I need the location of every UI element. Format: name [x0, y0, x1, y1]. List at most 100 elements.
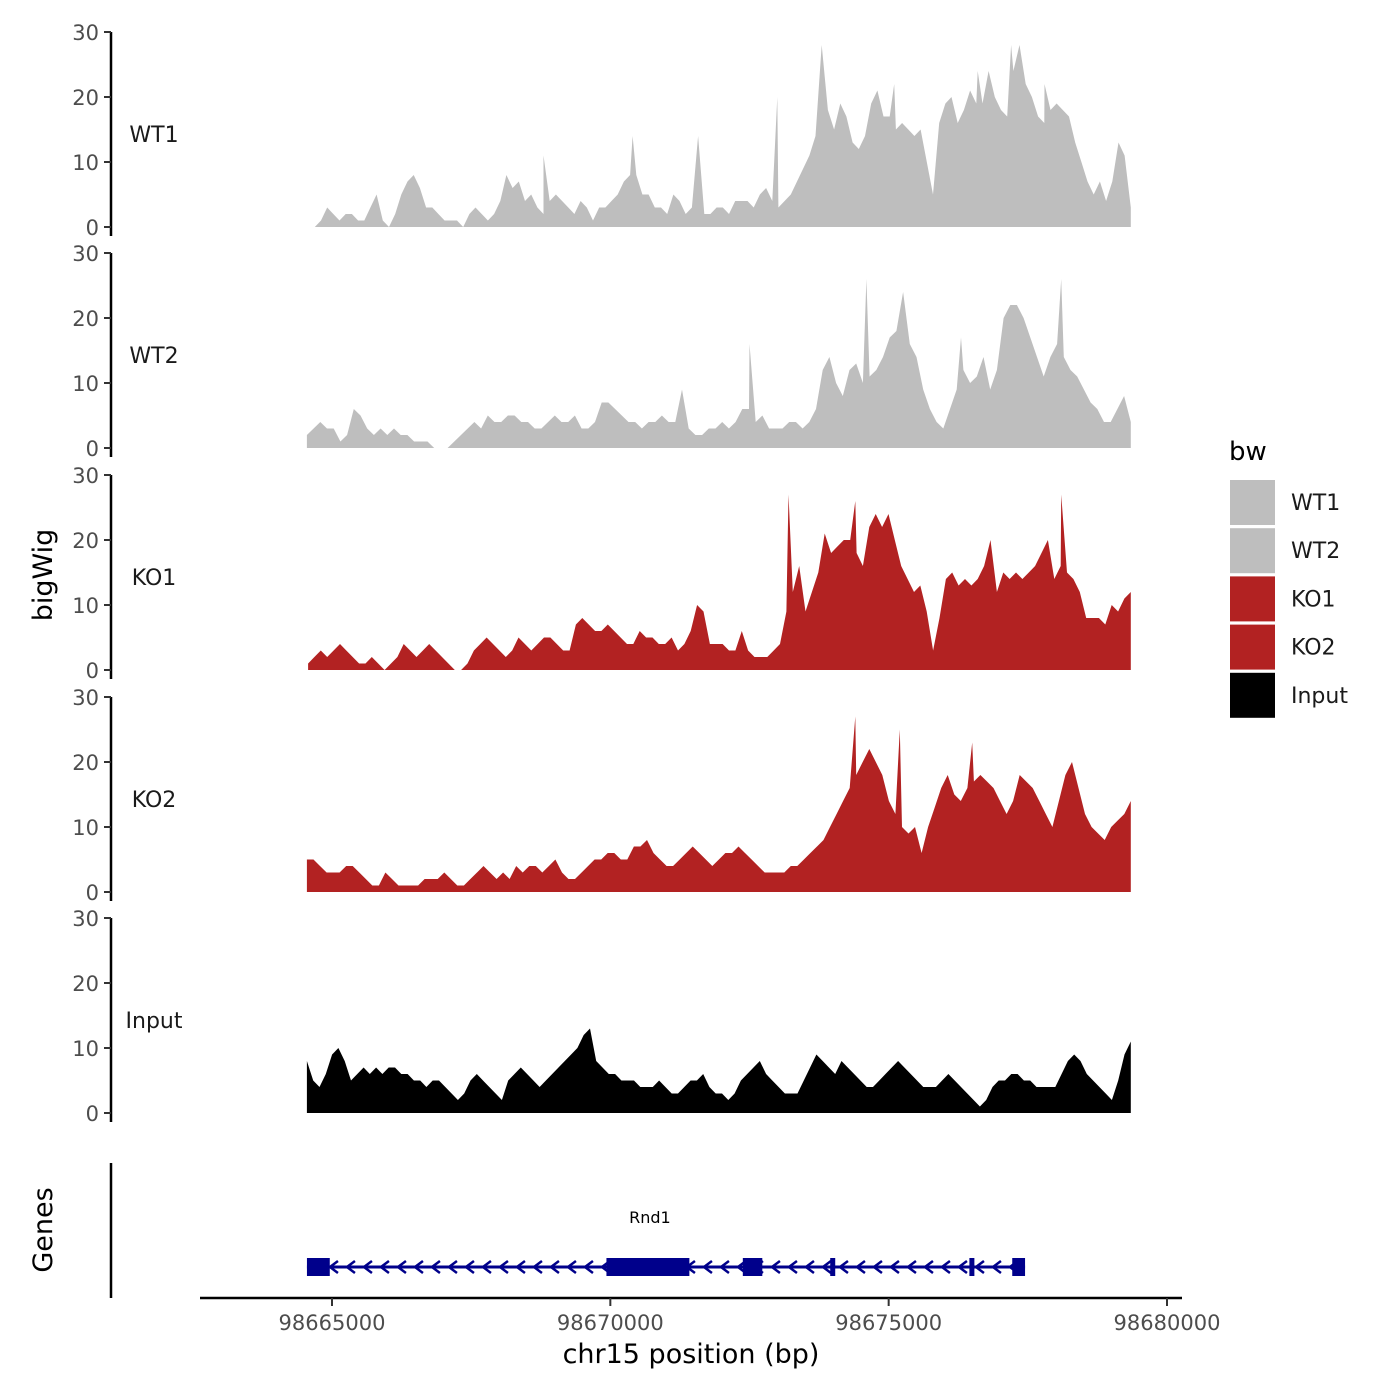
- y-tick-label: 0: [86, 881, 99, 905]
- strand-arrow: [718, 1260, 730, 1274]
- strand-arrow: [905, 1260, 917, 1274]
- strand-arrow: [854, 1260, 866, 1274]
- strand-arrow: [497, 1260, 509, 1274]
- strand-arrow: [395, 1260, 407, 1274]
- strand-arrow: [378, 1260, 390, 1274]
- strand-arrow: [548, 1260, 560, 1274]
- legend-title: bw: [1229, 437, 1267, 467]
- panel-ko2: 0 10 20 30 KO2: [72, 686, 1131, 905]
- gene-label-rnd1: Rnd1: [629, 1208, 671, 1227]
- legend-label-ko2: KO2: [1291, 636, 1336, 661]
- y-tick-label: 0: [86, 659, 99, 683]
- y-tick-label: 10: [72, 594, 99, 618]
- y-tick-label: 10: [72, 151, 99, 175]
- legend: bw WT1 WT2 KO1 KO2 Input: [1229, 437, 1348, 718]
- strand-arrow: [531, 1260, 543, 1274]
- legend-swatch-wt1: [1230, 480, 1275, 525]
- coverage-area-input: [306, 1028, 1131, 1113]
- legend-label-input: Input: [1291, 684, 1348, 709]
- panel-label-wt2: WT2: [129, 344, 178, 369]
- panel-label-ko1: KO1: [132, 566, 177, 591]
- x-tick-label: 98680000: [1114, 1311, 1221, 1335]
- strand-arrow: [888, 1260, 900, 1274]
- strand-arrow: [922, 1260, 934, 1274]
- strand-arrow: [939, 1260, 951, 1274]
- strand-arrow: [820, 1260, 832, 1274]
- y-tick-label: 0: [86, 1102, 99, 1126]
- legend-item-ko1: KO1: [1230, 576, 1336, 622]
- coverage-area-ko1: [308, 494, 1131, 670]
- strand-arrow: [701, 1260, 713, 1274]
- strand-arrow: [429, 1260, 441, 1274]
- gene-rnd1: Rnd1: [306, 1208, 1026, 1276]
- gene-exon: [742, 1258, 763, 1276]
- x-tick-label: 98675000: [835, 1311, 942, 1335]
- strand-arrow: [361, 1260, 373, 1274]
- strand-arrow: [803, 1260, 815, 1274]
- strand-arrow: [956, 1260, 968, 1274]
- gene-exon: [606, 1258, 690, 1276]
- y-tick-label: 20: [72, 972, 99, 996]
- coverage-panels: 0 10 20 30 WT1 0 10 20 30 WT2 0 10 20 30 KO1 0 10 20 30 KO2…: [72, 21, 1131, 1126]
- legend-item-wt1: WT1: [1230, 480, 1340, 525]
- gene-models: Rnd1: [306, 1208, 1026, 1276]
- gene-exon: [969, 1258, 975, 1276]
- x-axis-ticks: 98665000 98670000 98675000 98680000: [279, 1298, 1221, 1335]
- genes-panel: Rnd1: [109, 1163, 1026, 1298]
- legend-swatch-wt2: [1230, 528, 1275, 574]
- panel-label-ko2: KO2: [132, 788, 177, 813]
- gene-exon: [306, 1258, 330, 1276]
- legend-item-wt2: WT2: [1230, 528, 1340, 574]
- y-tick-label: 30: [72, 686, 99, 710]
- strand-arrow: [514, 1260, 526, 1274]
- y-tick-label: 30: [72, 21, 99, 45]
- legend-swatch-input: [1230, 672, 1275, 718]
- strand-arrow: [327, 1260, 339, 1274]
- y-tick-label: 0: [86, 216, 99, 240]
- strand-arrow: [480, 1260, 492, 1274]
- strand-arrow: [565, 1260, 577, 1274]
- strand-arrow: [412, 1260, 424, 1274]
- coverage-area-wt1: [308, 45, 1131, 227]
- x-axis: 98665000 98670000 98675000 98680000 chr15 p…: [200, 1296, 1221, 1370]
- legend-item-ko2: KO2: [1230, 624, 1336, 670]
- gene-exon: [1012, 1258, 1026, 1276]
- legend-label-wt2: WT2: [1291, 539, 1340, 564]
- y-tick-label: 20: [72, 86, 99, 110]
- y-tick-label: 0: [86, 437, 99, 461]
- strand-arrow: [769, 1260, 781, 1274]
- strand-arrow: [837, 1260, 849, 1274]
- strand-arrow: [344, 1260, 356, 1274]
- legend-label-wt1: WT1: [1291, 491, 1340, 516]
- y-axis-title: bigWig: [28, 529, 59, 622]
- strand-arrow: [973, 1260, 985, 1274]
- coverage-area-wt2: [306, 279, 1131, 448]
- legend-swatch-ko1: [1230, 576, 1275, 622]
- y-tick-label: 30: [72, 907, 99, 931]
- panel-label-wt1: WT1: [129, 123, 178, 148]
- panel-ko1: 0 10 20 30 KO1: [72, 464, 1131, 683]
- legend-swatch-ko2: [1230, 624, 1275, 670]
- panel-wt1: 0 10 20 30 WT1: [72, 21, 1131, 240]
- coverage-area-ko2: [306, 716, 1131, 892]
- genes-track-title: Genes: [28, 1187, 59, 1272]
- x-tick-label: 98665000: [279, 1311, 386, 1335]
- y-tick-label: 20: [72, 307, 99, 331]
- x-axis-title: chr15 position (bp): [563, 1339, 820, 1370]
- panel-label-input: Input: [126, 1009, 183, 1034]
- y-tick-label: 10: [72, 1037, 99, 1061]
- y-tick-label: 10: [72, 816, 99, 840]
- strand-arrow: [786, 1260, 798, 1274]
- y-tick-label: 20: [72, 529, 99, 553]
- strand-arrow: [463, 1260, 475, 1274]
- strand-arrow: [446, 1260, 458, 1274]
- strand-arrow: [990, 1260, 1002, 1274]
- strand-arrow: [871, 1260, 883, 1274]
- gene-exon: [830, 1258, 836, 1276]
- legend-item-input: Input: [1230, 672, 1348, 718]
- legend-label-ko1: KO1: [1291, 587, 1336, 612]
- legend-items: WT1 WT2 KO1 KO2 Input: [1230, 480, 1348, 718]
- y-tick-label: 20: [72, 751, 99, 775]
- x-tick-label: 98670000: [557, 1311, 664, 1335]
